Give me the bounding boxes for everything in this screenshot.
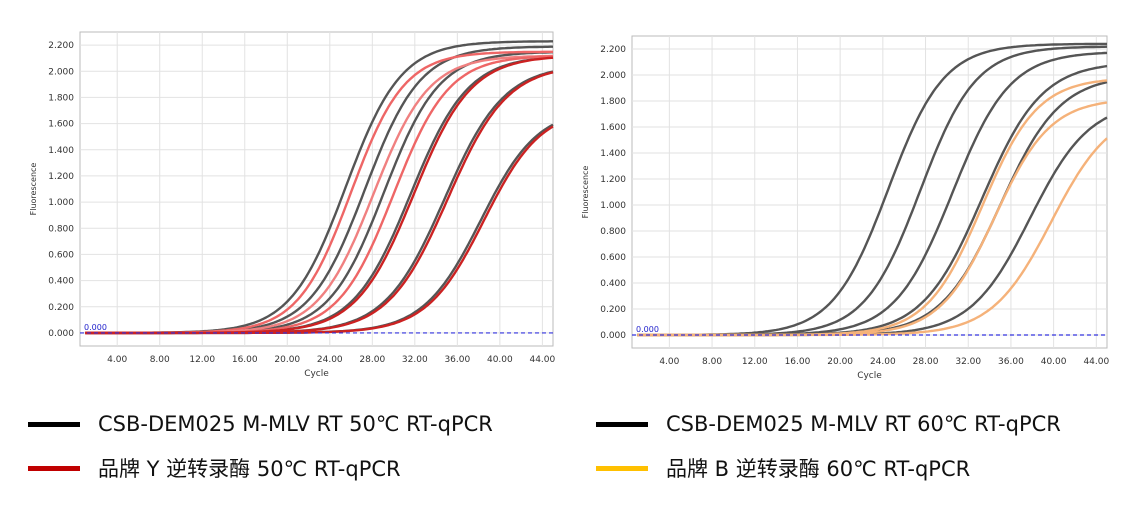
series-line-11 <box>85 125 554 335</box>
x-axis-label: Cycle <box>304 369 329 379</box>
y-tick-label: 0.200 <box>48 303 74 313</box>
x-tick-label: 36.00 <box>444 355 470 365</box>
x-tick-label: 16.00 <box>785 357 811 367</box>
x-tick-label: 8.00 <box>150 355 170 365</box>
legend-label-brand-y-50: 品牌 Y 逆转录酶 50℃ RT-qPCR <box>98 457 401 481</box>
x-tick-label: 28.00 <box>913 357 939 367</box>
y-tick-label: 0.800 <box>600 227 626 237</box>
x-tick-label: 28.00 <box>359 355 385 365</box>
y-tick-label: 1.200 <box>600 175 626 185</box>
x-tick-label: 32.00 <box>955 357 981 367</box>
y-tick-label: 1.200 <box>48 172 74 182</box>
legend-item-csb-60: CSB-DEM025 M-MLV RT 60℃ RT-qPCR <box>596 412 1061 436</box>
legend-item-brand-y-50: 品牌 Y 逆转录酶 50℃ RT-qPCR <box>28 453 401 483</box>
y-tick-label: 0.200 <box>600 305 626 315</box>
legend-label-csb-60: CSB-DEM025 M-MLV RT 60℃ RT-qPCR <box>666 412 1061 436</box>
y-tick-label: 0.000 <box>600 331 626 341</box>
plot-area <box>631 35 1108 349</box>
y-tick-label: 1.800 <box>48 93 74 103</box>
y-axis-label: Fluorescence <box>29 163 38 216</box>
legend-swatch-brand-y-50 <box>28 465 80 471</box>
x-tick-label: 20.00 <box>827 357 853 367</box>
chart-right: 0.000 0.200 0.400 0.600 0.800 1.000 1.200 1.400… <box>581 35 1109 381</box>
x-tick-label: 44.00 <box>1083 357 1109 367</box>
y-tick-label: 0.600 <box>600 253 626 263</box>
y-axis-label: Fluorescence <box>581 166 590 219</box>
y-tick-label: 2.200 <box>48 41 74 51</box>
y-tick-label: 2.000 <box>48 67 74 77</box>
y-tick-label: 1.400 <box>48 146 74 156</box>
legend-item-brand-b-60: 品牌 B 逆转录酶 60℃ RT-qPCR <box>596 453 970 483</box>
x-tick-label: 24.00 <box>317 355 343 365</box>
x-tick-label: 12.00 <box>742 357 768 367</box>
y-tick-label: 2.000 <box>600 71 626 81</box>
y-tick-label: 0.400 <box>48 277 74 287</box>
x-tick-label: 40.00 <box>487 355 513 365</box>
y-tick-label: 1.400 <box>600 149 626 159</box>
y-tick-label: 1.800 <box>600 97 626 107</box>
y-tick-label: 1.000 <box>48 198 74 208</box>
legend-label-csb-50: CSB-DEM025 M-MLV RT 50℃ RT-qPCR <box>98 412 493 436</box>
y-tick-label: 0.600 <box>48 250 74 260</box>
y-tick-label: 2.200 <box>600 45 626 55</box>
chart-left: 0.000 0.200 0.400 0.600 0.800 1.000 1.200 1.400… <box>29 31 556 379</box>
threshold-label: 0.000 <box>636 325 659 334</box>
legend-swatch-brand-b-60 <box>596 465 648 471</box>
x-tick-label: 36.00 <box>998 357 1024 367</box>
legend-swatch-csb-50 <box>28 421 80 427</box>
x-axis-label: Cycle <box>857 371 882 381</box>
threshold-label: 0.000 <box>84 323 107 332</box>
x-tick-label: 4.00 <box>107 355 127 365</box>
x-tick-label: 24.00 <box>870 357 896 367</box>
legend-swatch-csb-60 <box>596 421 648 427</box>
x-tick-label: 44.00 <box>529 355 555 365</box>
y-tick-label: 0.400 <box>600 279 626 289</box>
y-tick-label: 0.800 <box>48 224 74 234</box>
legend-label-brand-b-60: 品牌 B 逆转录酶 60℃ RT-qPCR <box>666 457 971 481</box>
x-tick-label: 40.00 <box>1041 357 1067 367</box>
legend-item-csb-50: CSB-DEM025 M-MLV RT 50℃ RT-qPCR <box>28 412 493 436</box>
x-tick-label: 20.00 <box>274 355 300 365</box>
y-tick-label: 1.600 <box>48 120 74 130</box>
y-tick-label: 0.000 <box>48 329 74 339</box>
charts-canvas: 0.000 0.200 0.400 0.600 0.800 1.000 1.200 1.400… <box>29 31 1109 381</box>
y-tick-label: 1.000 <box>600 201 626 211</box>
x-tick-label: 12.00 <box>189 355 215 365</box>
y-tick-label: 1.600 <box>600 123 626 133</box>
x-tick-label: 32.00 <box>402 355 428 365</box>
x-tick-label: 8.00 <box>702 357 722 367</box>
x-tick-label: 4.00 <box>659 357 679 367</box>
x-tick-label: 16.00 <box>232 355 258 365</box>
